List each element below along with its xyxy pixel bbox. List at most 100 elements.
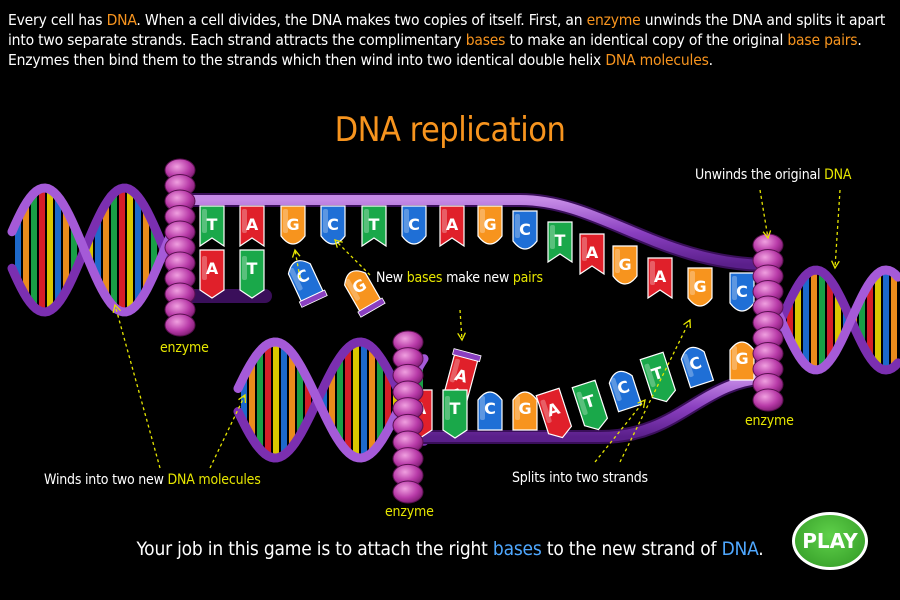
- helix-rung: [803, 274, 809, 366]
- svg-text:A: A: [453, 365, 470, 387]
- helix-rung: [891, 273, 897, 367]
- svg-text:C: C: [408, 215, 420, 234]
- svg-text:G: G: [735, 349, 748, 368]
- helix-rung: [289, 352, 295, 448]
- helix-rung: [811, 270, 817, 370]
- top-base-G: G: [612, 245, 638, 285]
- top-base-C: C: [729, 272, 755, 312]
- pointer-arrows: [112, 189, 841, 469]
- enzyme-left: [164, 158, 196, 337]
- helix-rung: [835, 292, 841, 348]
- helix-rung: [47, 189, 53, 311]
- helix-rung: [135, 196, 141, 304]
- top-base-T: T: [199, 205, 225, 248]
- bases-layer: TAGCTCAGCTAGAGCATCGAATCGATCTCG: [199, 205, 755, 439]
- helix-rung: [377, 357, 383, 443]
- helix-rung: [827, 279, 833, 361]
- bottom-base-C: C: [477, 391, 503, 431]
- helix-backbone: [7, 183, 188, 317]
- helix-rung: [329, 370, 335, 430]
- label-new-bases: New bases make new pairs: [376, 270, 543, 286]
- instruction-text: Your job in this game is to attach the r…: [136, 538, 764, 560]
- helix-rung: [23, 203, 29, 297]
- svg-text:G: G: [693, 277, 706, 296]
- free-base-G: G: [343, 270, 386, 318]
- helix-rung: [353, 342, 359, 458]
- term-base-pairs: base pairs: [787, 31, 858, 49]
- top-base-G: G: [280, 205, 306, 245]
- top-base-C: C: [320, 205, 346, 245]
- label-splits: Splits into two strands: [512, 470, 648, 486]
- helix-rung: [337, 357, 343, 443]
- pair-base-A: A: [199, 249, 225, 299]
- helix-rung: [795, 285, 801, 355]
- top-base-T: T: [547, 221, 573, 264]
- helix-rung: [281, 345, 287, 455]
- enzyme-right: [752, 233, 784, 412]
- label-enzyme-mid: enzyme: [385, 504, 434, 520]
- term-bases: bases: [465, 31, 506, 49]
- label-enzyme-right: enzyme: [745, 413, 794, 429]
- top-base-C: C: [401, 205, 427, 245]
- svg-text:C: C: [615, 377, 632, 399]
- helix-rung: [265, 343, 271, 457]
- label-winds: Winds into two new DNA molecules: [44, 472, 261, 488]
- svg-text:C: C: [736, 282, 748, 301]
- svg-text:G: G: [518, 399, 531, 418]
- svg-text:A: A: [246, 215, 259, 234]
- svg-text:A: A: [654, 267, 667, 286]
- bottom-base-A: A: [535, 387, 573, 439]
- enzymes-layer: [164, 158, 784, 504]
- helix-rung: [127, 189, 133, 311]
- play-button[interactable]: PLAY: [792, 512, 868, 570]
- top-base-A: A: [439, 205, 465, 248]
- helix-left: [7, 183, 188, 317]
- helix-rung: [249, 361, 255, 439]
- bottom-base-G: G: [512, 391, 538, 431]
- helix-rung: [55, 196, 61, 304]
- top-base-A: A: [239, 205, 265, 248]
- term-enzyme: enzyme: [586, 11, 641, 29]
- svg-text:T: T: [207, 215, 218, 234]
- helix-rung: [111, 193, 117, 307]
- svg-text:A: A: [586, 243, 599, 262]
- top-base-A: A: [579, 233, 605, 276]
- svg-text:G: G: [483, 215, 496, 234]
- helix-rung: [345, 347, 351, 453]
- top-strand-upper: [175, 195, 775, 270]
- helix-rung: [95, 218, 101, 282]
- free-base-C: C: [287, 260, 328, 308]
- helix-backbone: [233, 337, 429, 463]
- helix-rung: [143, 209, 149, 291]
- helix-rung: [297, 364, 303, 436]
- svg-text:C: C: [519, 220, 531, 239]
- svg-text:T: T: [247, 259, 258, 278]
- svg-text:C: C: [484, 399, 496, 418]
- svg-text:T: T: [450, 399, 461, 418]
- svg-text:G: G: [618, 255, 631, 274]
- helix-backbone: [7, 183, 188, 317]
- helix-rung: [103, 203, 109, 297]
- helix-rung: [369, 347, 375, 453]
- page-title: DNA replication: [334, 110, 566, 150]
- helix-rung: [867, 282, 873, 358]
- svg-text:A: A: [206, 259, 219, 278]
- pair-base-T: T: [239, 249, 265, 299]
- bottom-base-T: T: [442, 389, 468, 439]
- helix-rung: [15, 218, 21, 282]
- enzyme-mid: [392, 330, 424, 504]
- helix-backbone: [233, 337, 429, 463]
- helix-rung: [819, 271, 825, 369]
- intro-text: Every cell has DNA. When a cell divides,…: [8, 11, 886, 69]
- helix-rung: [39, 188, 45, 312]
- top-base-C: C: [512, 210, 538, 250]
- bottom-base-T: T: [639, 351, 677, 403]
- helix-rung: [385, 370, 391, 430]
- bottom-base-T: T: [571, 379, 609, 431]
- helix-rung: [119, 188, 125, 312]
- helix-rung: [63, 209, 69, 291]
- bottom-base-C: C: [608, 370, 643, 413]
- top-base-G: G: [477, 205, 503, 245]
- svg-text:T: T: [369, 215, 380, 234]
